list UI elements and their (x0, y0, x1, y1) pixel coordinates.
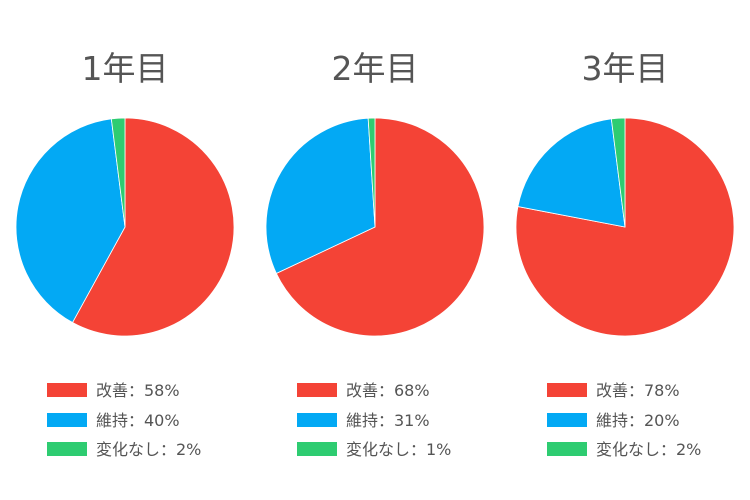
chart-2-legend-label-improve: 改善：68% (346, 381, 430, 400)
chart-3-legend-label-maintain: 維持：20% (596, 411, 680, 430)
chart-3-title: 3年目 (582, 49, 669, 88)
chart-3-slice-nochange (610, 117, 626, 228)
chart-2-title: 2年目 (332, 49, 419, 88)
chart-1-legend-label-maintain: 維持：40% (96, 411, 180, 430)
chart-1-pie (15, 117, 235, 337)
chart-1-title: 1年目 (82, 49, 169, 88)
chart-2-pie (265, 117, 485, 337)
chart-3-slice-maintain (517, 118, 626, 228)
chart-1-legend-swatch-maintain (47, 413, 87, 427)
chart-1-legend-swatch-improve (47, 383, 87, 397)
chart-3-legend: 改善：78% 維持：20% 変化なし：2% (547, 381, 701, 459)
chart-1-legend: 改善：58% 維持：40% 変化なし：2% (47, 381, 201, 459)
chart-1-slice-improve (71, 117, 235, 337)
chart-2-legend-swatch-improve (297, 383, 337, 397)
chart-3-legend-swatch-nochange (547, 442, 587, 456)
chart-2-legend: 改善：68% 維持：31% 変化なし：1% (297, 381, 451, 459)
chart-2-legend-swatch-maintain (297, 413, 337, 427)
chart-2-slice-improve (275, 117, 485, 337)
chart-1-legend-label-improve: 改善：58% (96, 381, 180, 400)
chart-3-legend-label-improve: 改善：78% (596, 381, 680, 400)
chart-1: 1年目 改善：58% 維持：40% 変化なし：2% (15, 49, 235, 459)
chart-3: 3年目 改善：78% 維持：20% 変化なし：2% (515, 49, 735, 459)
chart-3-legend-label-nochange: 変化なし：2% (596, 440, 701, 459)
chart-2-slice-maintain (265, 117, 376, 274)
chart-2-legend-label-nochange: 変化なし：1% (346, 440, 451, 459)
chart-2-slice-nochange (367, 117, 376, 228)
chart-2: 2年目 改善：68% 維持：31% 変化なし：1% (265, 49, 485, 459)
chart-1-slice-maintain (15, 118, 126, 324)
chart-1-legend-label-nochange: 変化なし：2% (96, 440, 201, 459)
chart-1-legend-swatch-nochange (47, 442, 87, 456)
chart-2-legend-swatch-nochange (297, 442, 337, 456)
chart-2-legend-label-maintain: 維持：31% (346, 411, 430, 430)
chart-3-legend-swatch-improve (547, 383, 587, 397)
chart-3-legend-swatch-maintain (547, 413, 587, 427)
chart-1-slice-nochange (110, 117, 126, 228)
chart-3-pie (515, 117, 735, 337)
